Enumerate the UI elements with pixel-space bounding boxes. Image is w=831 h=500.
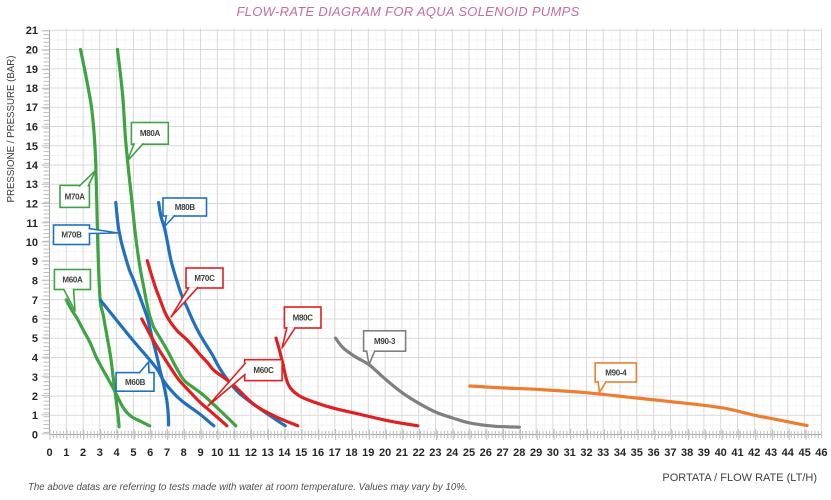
svg-text:M70B: M70B — [61, 231, 82, 240]
svg-text:16: 16 — [26, 122, 38, 134]
svg-text:FLOW-RATE DIAGRAM FOR AQUA SOL: FLOW-RATE DIAGRAM FOR AQUA SOLENOID PUMP… — [236, 4, 579, 19]
svg-text:15: 15 — [295, 447, 307, 459]
svg-text:19: 19 — [362, 447, 374, 459]
svg-text:42: 42 — [748, 447, 760, 459]
svg-text:32: 32 — [580, 447, 592, 459]
svg-text:38: 38 — [681, 447, 693, 459]
svg-text:M70C: M70C — [194, 274, 215, 283]
svg-text:39: 39 — [698, 447, 710, 459]
svg-text:0: 0 — [46, 447, 52, 459]
svg-text:7: 7 — [32, 295, 38, 307]
svg-text:7: 7 — [164, 447, 170, 459]
svg-text:M70A: M70A — [65, 192, 86, 201]
svg-text:6: 6 — [147, 447, 153, 459]
svg-text:29: 29 — [530, 447, 542, 459]
svg-text:PORTATA / FLOW RATE (LT/H): PORTATA / FLOW RATE (LT/H) — [662, 472, 817, 484]
svg-text:2: 2 — [32, 391, 38, 403]
svg-text:34: 34 — [614, 447, 627, 459]
svg-text:1: 1 — [63, 447, 69, 459]
svg-text:23: 23 — [429, 447, 441, 459]
svg-text:PRESSIONE / PRESSURE (BAR): PRESSIONE / PRESSURE (BAR) — [6, 56, 17, 203]
svg-text:1: 1 — [32, 410, 38, 422]
svg-text:3: 3 — [97, 447, 103, 459]
svg-text:10: 10 — [211, 447, 223, 459]
svg-text:M60A: M60A — [62, 275, 83, 284]
svg-text:14: 14 — [26, 160, 39, 172]
svg-text:37: 37 — [664, 447, 676, 459]
svg-text:11: 11 — [228, 447, 240, 459]
svg-text:20: 20 — [26, 45, 38, 57]
svg-text:M80C: M80C — [293, 313, 314, 322]
svg-text:M60B: M60B — [125, 378, 146, 387]
svg-text:11: 11 — [26, 218, 38, 230]
svg-text:12: 12 — [245, 447, 257, 459]
svg-text:M80B: M80B — [175, 203, 196, 212]
svg-text:9: 9 — [197, 447, 203, 459]
svg-text:27: 27 — [496, 447, 508, 459]
svg-text:The above datas are referring: The above datas are referring to tests m… — [28, 482, 468, 493]
svg-text:5: 5 — [32, 333, 38, 345]
svg-text:41: 41 — [731, 447, 743, 459]
svg-text:25: 25 — [463, 447, 475, 459]
svg-text:15: 15 — [26, 141, 38, 153]
svg-text:19: 19 — [26, 64, 38, 76]
svg-text:45: 45 — [798, 447, 810, 459]
svg-text:21: 21 — [26, 25, 38, 37]
svg-text:M90-4: M90-4 — [605, 368, 627, 377]
svg-text:20: 20 — [379, 447, 391, 459]
svg-text:18: 18 — [345, 447, 357, 459]
svg-text:13: 13 — [261, 447, 273, 459]
svg-text:0: 0 — [32, 430, 38, 442]
svg-text:18: 18 — [26, 83, 38, 95]
svg-text:35: 35 — [631, 447, 643, 459]
svg-text:6: 6 — [32, 314, 38, 326]
svg-text:9: 9 — [32, 256, 38, 268]
svg-text:10: 10 — [26, 237, 38, 249]
svg-text:M90-3: M90-3 — [374, 337, 396, 346]
svg-text:M80A: M80A — [140, 129, 161, 138]
svg-text:13: 13 — [26, 179, 38, 191]
svg-text:4: 4 — [114, 447, 121, 459]
svg-text:2: 2 — [80, 447, 86, 459]
svg-text:16: 16 — [312, 447, 324, 459]
svg-text:21: 21 — [396, 447, 408, 459]
svg-text:12: 12 — [26, 199, 38, 211]
svg-text:14: 14 — [278, 447, 291, 459]
svg-text:43: 43 — [765, 447, 777, 459]
svg-text:28: 28 — [513, 447, 525, 459]
svg-text:24: 24 — [446, 447, 459, 459]
svg-text:36: 36 — [647, 447, 659, 459]
svg-text:31: 31 — [564, 447, 576, 459]
svg-text:30: 30 — [547, 447, 559, 459]
svg-text:8: 8 — [181, 447, 187, 459]
svg-text:33: 33 — [597, 447, 609, 459]
svg-text:M60C: M60C — [253, 366, 274, 375]
svg-text:26: 26 — [480, 447, 492, 459]
svg-text:3: 3 — [32, 372, 38, 384]
svg-text:22: 22 — [413, 447, 425, 459]
svg-text:5: 5 — [130, 447, 136, 459]
svg-text:4: 4 — [32, 353, 39, 365]
svg-text:46: 46 — [815, 447, 827, 459]
svg-text:17: 17 — [26, 102, 38, 114]
svg-text:17: 17 — [329, 447, 341, 459]
svg-text:44: 44 — [782, 447, 795, 459]
svg-text:40: 40 — [715, 447, 727, 459]
svg-text:8: 8 — [32, 276, 38, 288]
